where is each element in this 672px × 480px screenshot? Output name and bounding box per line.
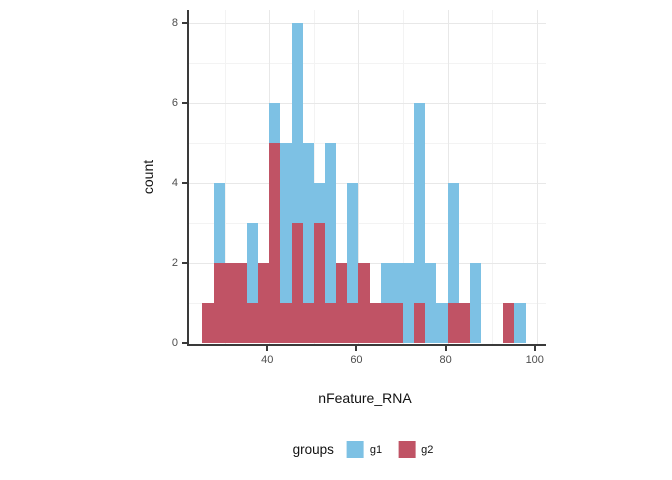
histogram-bar-g1 (469, 263, 482, 344)
minor-gridline-h (189, 143, 546, 144)
y-axis-tick (182, 342, 187, 345)
x-axis-tick (355, 346, 358, 351)
histogram-bar-g1 (280, 143, 292, 304)
histogram-bar-g2 (235, 263, 247, 344)
histogram-bar-g2 (414, 303, 426, 344)
histogram-bar-g1 (436, 303, 448, 344)
minor-gridline-h (189, 223, 546, 225)
histogram-bar-g1 (313, 183, 326, 224)
y-axis-tick-label: 4 (171, 177, 178, 190)
histogram-bar-g2 (213, 263, 225, 344)
histogram-bar-g2 (325, 303, 337, 344)
major-gridline-v (358, 10, 360, 344)
histogram-bar-g2 (358, 263, 370, 344)
x-axis-tick-label: 60 (350, 354, 363, 366)
histogram-bar-g1 (380, 263, 392, 304)
histogram-bar-g1 (391, 263, 404, 304)
histogram-bar-g1 (425, 263, 437, 344)
major-gridline-h (189, 183, 546, 185)
histogram-bar-g2 (503, 303, 515, 344)
legend-key-g1 (346, 441, 364, 458)
x-axis-tick-label: 80 (439, 354, 452, 366)
histogram-bar-g2 (391, 303, 404, 344)
minor-gridline-v (313, 10, 315, 344)
minor-gridline-h (189, 62, 546, 64)
histogram-bar-g1 (269, 102, 281, 143)
histogram-bar-g2 (258, 263, 270, 344)
minor-gridline-v (492, 10, 494, 344)
legend-label-g2: g2 (421, 443, 434, 456)
minor-gridline-v (403, 10, 405, 344)
histogram-bar-g1 (302, 143, 314, 304)
x-axis-tick (533, 346, 536, 351)
histogram-bar-g2 (336, 263, 348, 344)
histogram-bar-g2 (247, 303, 259, 344)
histogram-bar-g2 (458, 303, 470, 344)
histogram-bar-g2 (224, 263, 236, 344)
histogram-bar-g1 (247, 223, 259, 304)
histogram-bar-g1 (347, 183, 359, 304)
histogram-bar-g1 (213, 183, 225, 264)
histogram-bar-g2 (313, 223, 326, 344)
major-gridline-v (536, 10, 538, 344)
minor-gridline-v (224, 10, 226, 344)
x-axis-tick (266, 346, 269, 351)
histogram-bar-g2 (291, 223, 303, 344)
histogram-bar-g2 (269, 143, 281, 344)
x-axis-title: nFeature_RNA (318, 390, 412, 406)
y-axis-tick (182, 182, 187, 185)
histogram-bar-g2 (447, 303, 459, 344)
x-axis-tick-label: 100 (525, 354, 544, 366)
histogram-bar-g2 (302, 303, 314, 344)
histogram-bar-g1 (514, 303, 526, 344)
y-axis-tick-label: 6 (171, 96, 178, 109)
histogram-bar-g2 (369, 303, 381, 344)
legend-label-g1: g1 (369, 443, 383, 456)
histogram-bar-g2 (347, 303, 359, 344)
histogram-bar-g1 (325, 143, 337, 304)
y-axis-tick (182, 21, 187, 24)
legend: groups g1 g2 (292, 441, 434, 458)
histogram-bar-g2 (202, 303, 214, 344)
legend-key-g2 (398, 441, 416, 458)
y-axis-tick-label: 2 (171, 257, 178, 270)
histogram-bar-g1 (447, 183, 459, 304)
legend-title: groups (292, 442, 334, 457)
x-axis-tick (444, 346, 447, 351)
plot-panel (187, 10, 546, 346)
major-gridline-v (447, 10, 449, 344)
y-axis-tick-label: 0 (171, 337, 178, 350)
major-gridline-h (189, 102, 546, 104)
histogram-bar-g2 (380, 303, 392, 344)
y-axis-tick (182, 101, 187, 104)
histogram-bar-g1 (414, 102, 426, 304)
x-axis-tick-label: 40 (261, 354, 274, 366)
y-axis-tick (182, 262, 187, 265)
y-axis-tick-label: 8 (171, 16, 178, 29)
histogram-bar-g2 (280, 303, 292, 344)
major-gridline-h (189, 22, 546, 24)
histogram-bar-g1 (291, 22, 303, 224)
histogram-bar-g1 (403, 263, 415, 344)
